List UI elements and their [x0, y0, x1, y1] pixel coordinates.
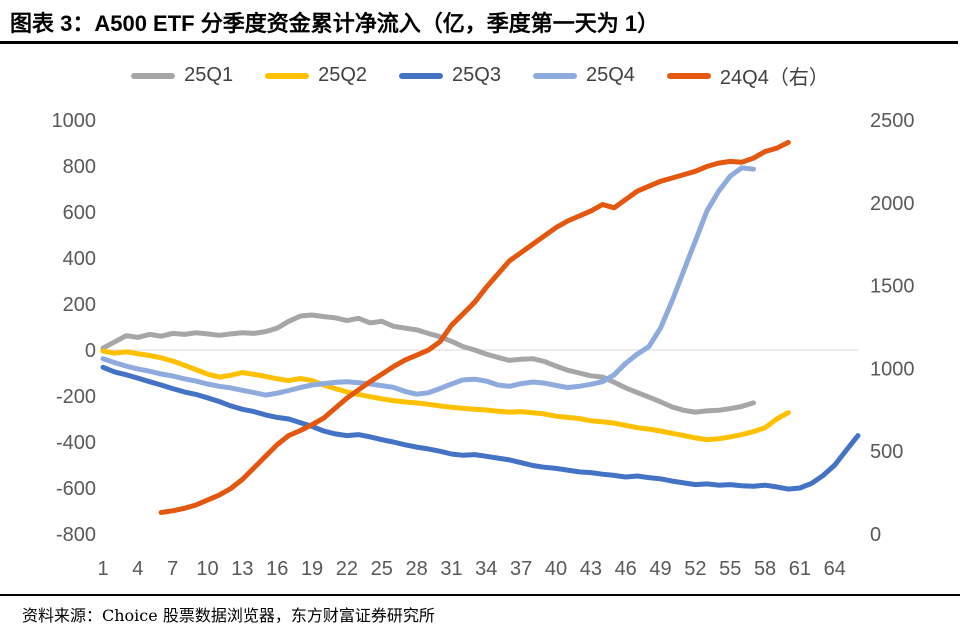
- series-line-25Q3: [100, 364, 861, 492]
- legend-swatch-25q1: [131, 72, 176, 79]
- series-line-25Q4: [100, 165, 756, 398]
- left-axis-tick: 400: [63, 248, 96, 270]
- left-axis-tick: 800: [63, 156, 96, 178]
- left-axis-tick: -600: [56, 478, 96, 500]
- series-line-25Q1: [100, 312, 756, 415]
- x-axis-tick: 16: [266, 558, 288, 580]
- left-axis-tick: 1000: [52, 110, 97, 132]
- legend-label-25q3: 25Q3: [452, 64, 501, 86]
- left-axis-tick: 0: [85, 340, 96, 362]
- right-axis-tick: 500: [870, 441, 903, 463]
- left-axis-tick: -400: [56, 432, 96, 454]
- x-axis-tick: 55: [719, 558, 741, 580]
- legend-label-24q4: 24Q4（右）: [719, 67, 829, 89]
- legend: 25Q1 25Q2 25Q3 25Q4 24Q4（右）: [0, 61, 960, 90]
- x-axis-tick: 22: [336, 558, 358, 580]
- x-axis-tick: 10: [196, 558, 218, 580]
- x-axis-tick: 28: [405, 558, 427, 580]
- left-axis-tick: 600: [63, 202, 96, 224]
- legend-item-25q1: 25Q1: [131, 64, 233, 87]
- x-axis-tick: 40: [545, 558, 567, 580]
- legend-swatch-25q4: [532, 72, 577, 79]
- right-axis-tick: 1000: [870, 358, 915, 380]
- source-note: 资料来源：Choice 股票数据浏览器，东方财富证券研究所: [22, 606, 435, 625]
- x-axis-tick: 31: [440, 558, 462, 580]
- series-line-25Q2: [100, 348, 791, 443]
- legend-item-25q2: 25Q2: [265, 64, 367, 87]
- x-axis-tick: 4: [132, 558, 143, 580]
- x-axis-tick: 34: [475, 558, 497, 580]
- right-axis-tick: 2500: [870, 110, 915, 132]
- x-axis-tick: 52: [684, 558, 706, 580]
- legend-swatch-25q3: [399, 72, 444, 79]
- legend-item-25q4: 25Q4: [532, 64, 635, 87]
- x-axis-tick: 64: [824, 558, 846, 580]
- x-axis-tick: 19: [301, 558, 323, 580]
- x-axis-tick: 49: [649, 558, 671, 580]
- x-axis-tick: 58: [754, 558, 776, 580]
- left-axis-tick: 200: [63, 294, 96, 316]
- title-rule: [0, 41, 958, 44]
- right-axis-tick: 2000: [870, 193, 915, 215]
- x-axis-tick: 7: [167, 558, 178, 580]
- right-axis-tick: 0: [870, 524, 881, 546]
- legend-item-25q3: 25Q3: [399, 64, 501, 87]
- legend-item-24q4: 24Q4（右）: [666, 61, 829, 90]
- legend-label-25q2: 25Q2: [318, 64, 368, 86]
- x-axis-tick: 25: [371, 558, 393, 580]
- x-axis-tick: 46: [615, 558, 637, 580]
- source-rule: [0, 594, 960, 596]
- right-axis-tick: 1500: [870, 276, 915, 298]
- legend-swatch-25q2: [265, 72, 310, 79]
- left-axis-tick: -800: [56, 524, 96, 546]
- x-axis-tick: 1: [97, 558, 108, 580]
- legend-label-25q4: 25Q4: [585, 64, 635, 86]
- legend-label-25q1: 25Q1: [184, 64, 234, 86]
- figure-title: 图表 3：A500 ETF 分季度资金累计净流入（亿，季度第一天为 1）: [10, 11, 660, 36]
- x-axis-tick: 43: [580, 558, 602, 580]
- x-axis-tick: 13: [231, 558, 253, 580]
- series-line-24Q4: [158, 139, 791, 515]
- x-axis-tick: 37: [510, 558, 532, 580]
- left-axis-tick: -200: [56, 386, 96, 408]
- legend-swatch-24q4: [666, 72, 711, 79]
- x-axis-tick: 61: [789, 558, 811, 580]
